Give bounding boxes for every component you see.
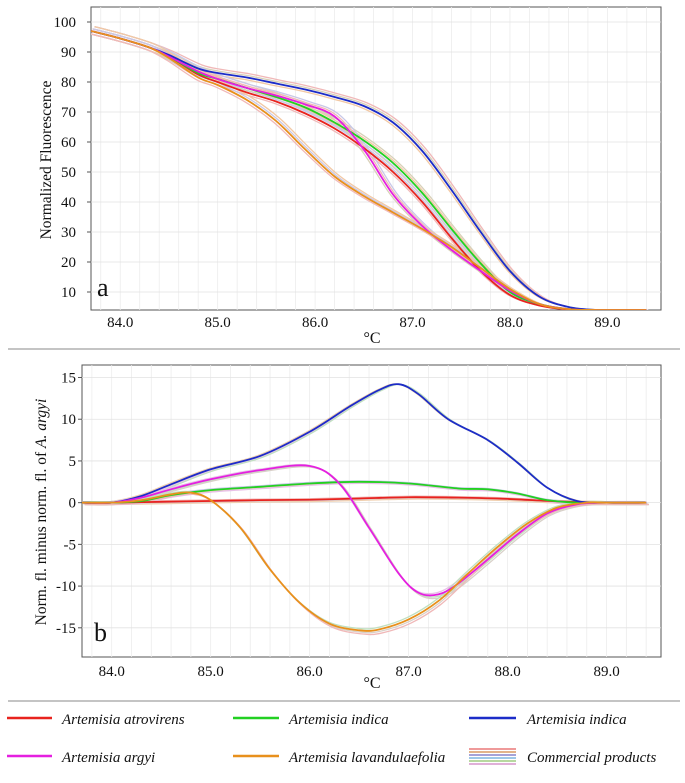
panel-a-x-axis-label: °C <box>363 330 380 347</box>
series-curve-artemisia-lavandulaefolia <box>91 30 647 310</box>
x-tick-label: 86.0 <box>297 664 323 680</box>
panel-b-y-tick-labels: 15 10 5 0 -5 -10 -15 <box>56 371 82 637</box>
y-tick-label: 70 <box>61 105 76 121</box>
y-tick-label: 10 <box>61 412 76 428</box>
panel-a-curves <box>91 26 649 310</box>
panel-b-grid <box>82 365 661 657</box>
y-tick-label: 15 <box>61 371 76 387</box>
legend-item-lavandulaefolia: Artemisia lavandulaefolia <box>233 750 445 766</box>
legend-item-atrovirens: Artemisia atrovirens <box>7 712 185 728</box>
series-curve-artemisia-indica-blue <box>91 30 647 310</box>
x-tick-label: 88.0 <box>494 664 520 680</box>
y-tick-label: 40 <box>61 195 76 211</box>
panel-a-normalized-fluorescence: 10 20 30 40 50 60 70 80 90 100 84.0 85.0 86.0 87.0 88… <box>38 6 662 347</box>
panel-b-curves <box>82 383 649 636</box>
y-tick-label: 0 <box>69 496 77 512</box>
panel-b-plot-area <box>81 364 662 658</box>
x-tick-label: 86.0 <box>302 315 328 331</box>
y-tick-label: 5 <box>69 454 77 470</box>
legend-label: Artemisia lavandulaefolia <box>288 750 445 766</box>
legend-label: Artemisia atrovirens <box>61 712 185 728</box>
panel-a-y-axis-label: Normalized Fluorescence <box>38 80 55 239</box>
x-tick-label: 85.0 <box>205 315 231 331</box>
panel-b-y-axis-label: Norm. fl. minus norm. fl. of A. argyi <box>33 399 50 626</box>
x-tick-label: 84.0 <box>99 664 125 680</box>
legend-swatch-commercial <box>469 748 516 765</box>
y-tick-label: 90 <box>61 45 76 61</box>
legend-item-commercial: Commercial products <box>469 748 656 766</box>
x-tick-label: 85.0 <box>198 664 224 680</box>
legend-label: Artemisia argyi <box>61 750 155 766</box>
panel-a-label: a <box>97 273 109 302</box>
panel-b-label: b <box>94 618 107 647</box>
y-tick-label: 20 <box>61 255 76 271</box>
legend-label: Artemisia indica <box>288 712 389 728</box>
y-tick-label: 100 <box>54 15 77 31</box>
panel-b-x-tick-labels: 84.0 85.0 86.0 87.0 88.0 89.0 <box>99 664 620 680</box>
y-tick-label: -10 <box>56 579 76 595</box>
x-tick-label: 89.0 <box>594 315 620 331</box>
legend-label: Artemisia indica <box>526 712 627 728</box>
panel-a-x-tick-labels: 84.0 85.0 86.0 87.0 88.0 89.0 <box>107 315 620 331</box>
commercial-product-curve <box>82 490 645 630</box>
x-tick-label: 89.0 <box>593 664 619 680</box>
series-curve-artemisia-indica-blue <box>82 383 647 505</box>
y-tick-label: -15 <box>56 621 76 637</box>
x-tick-label: 87.0 <box>395 664 421 680</box>
x-tick-label: 84.0 <box>107 315 133 331</box>
y-tick-label: 60 <box>61 135 76 151</box>
x-tick-label: 87.0 <box>399 315 425 331</box>
legend-item-indica-green: Artemisia indica <box>233 712 389 728</box>
y-tick-label: 10 <box>61 285 76 301</box>
legend-item-argyi: Artemisia argyi <box>7 750 155 766</box>
y-tick-label: 50 <box>61 165 76 181</box>
y-tick-label: 80 <box>61 75 76 91</box>
panel-b-x-axis-label: °C <box>363 675 380 692</box>
series-curve-artemisia-argyi <box>82 464 647 597</box>
series-curve-artemisia-lavandulaefolia <box>82 491 647 632</box>
legend-label: Commercial products <box>527 750 656 766</box>
commercial-product-curve <box>84 493 649 636</box>
legend: Artemisia atrovirens Artemisia indica Ar… <box>7 712 656 766</box>
x-tick-label: 88.0 <box>497 315 523 331</box>
y-tick-label: 30 <box>61 225 76 241</box>
panel-a-y-tick-labels: 10 20 30 40 50 60 70 80 90 100 <box>54 15 91 301</box>
legend-item-indica-blue: Artemisia indica <box>469 712 627 728</box>
y-tick-label: -5 <box>64 537 77 553</box>
